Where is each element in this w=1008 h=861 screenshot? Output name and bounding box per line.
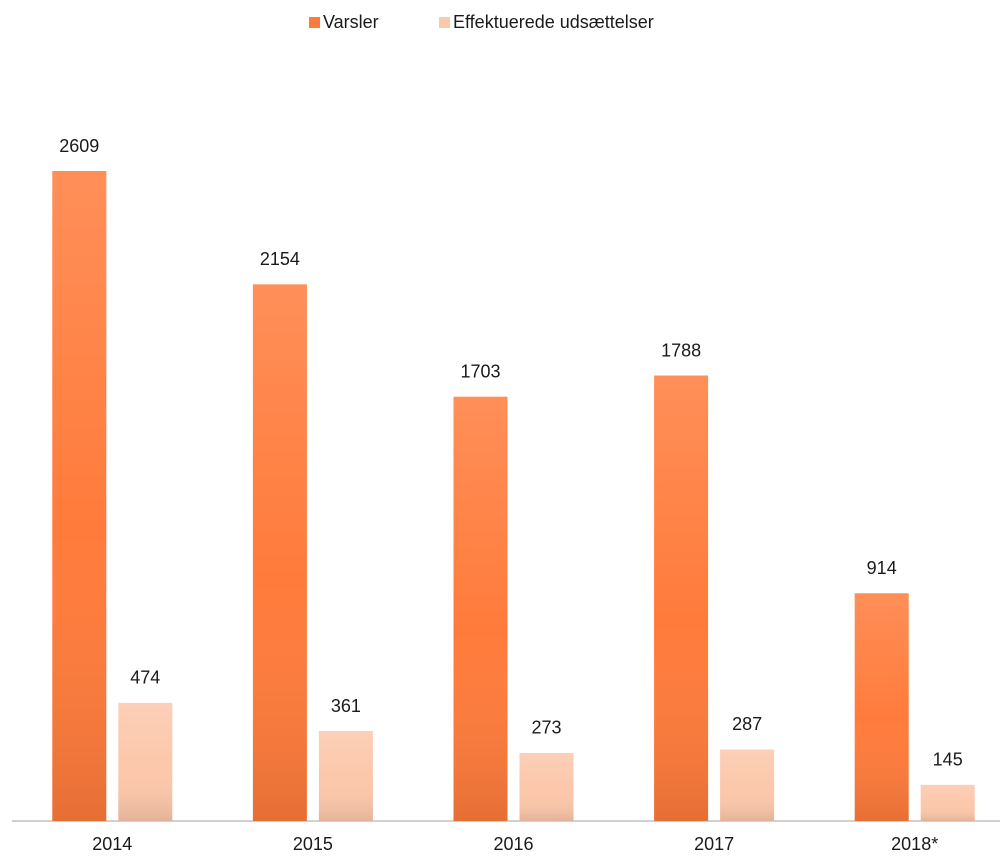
bar-shade [318,731,373,821]
data-label: 2154 [260,249,300,269]
legend-label: Varsler [323,12,379,32]
data-label: 1703 [460,361,500,381]
data-label: 1788 [661,340,701,360]
data-label: 287 [732,714,762,734]
legend-swatch [309,17,320,28]
x-tick-label: 2014 [92,834,132,854]
bar-shade [720,749,775,821]
x-tick-label: 2017 [694,834,734,854]
bar-shade [252,284,307,821]
bar-shade [654,375,709,821]
data-label: 145 [933,750,963,770]
data-label: 361 [331,696,361,716]
legend-label: Effektuerede udsættelser [453,12,654,32]
bar-shade [920,784,975,821]
bar-shade [854,593,909,821]
data-label: 2609 [59,136,99,156]
x-tick-label: 2016 [493,834,533,854]
data-label: 474 [130,668,160,688]
bar-shade [118,702,173,821]
data-label: 914 [867,558,897,578]
legend-swatch [439,17,450,28]
x-tick-label: 2018* [891,834,938,854]
data-label: 273 [531,718,561,738]
bar-shade [519,752,574,821]
bar-shade [52,171,107,821]
bar-shade [453,396,508,821]
x-tick-label: 2015 [293,834,333,854]
